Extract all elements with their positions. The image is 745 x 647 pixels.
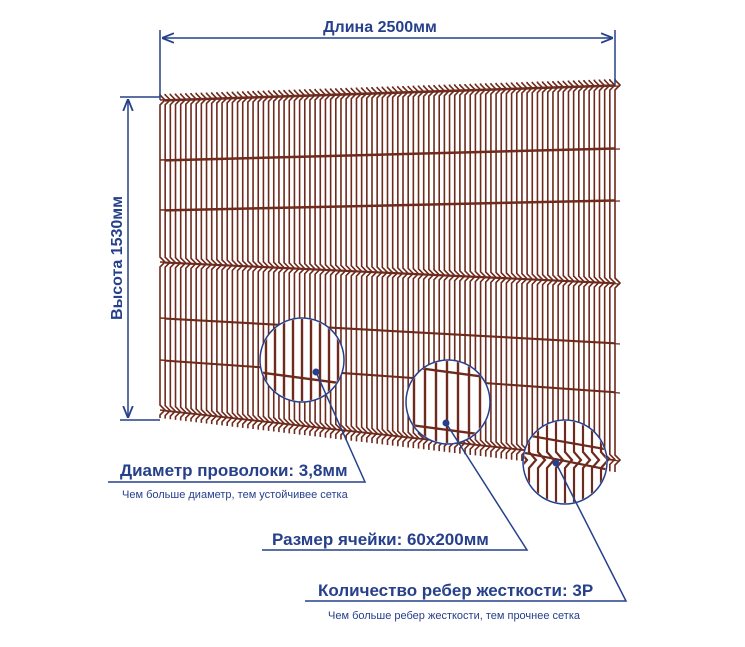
wire: [159, 359, 616, 393]
callout-label: Количество ребер жесткости: 3Р: [318, 581, 593, 600]
wire: [562, 80, 570, 466]
wire: [231, 91, 239, 427]
callout-note: Чем больше диаметр, тем устойчивее сетка: [122, 489, 349, 501]
wire: [164, 318, 621, 345]
wire: [578, 80, 585, 468]
wire: [366, 87, 373, 443]
wire: [583, 80, 591, 469]
wire: [247, 91, 255, 429]
wire: [159, 94, 167, 418]
wire: [226, 91, 234, 426]
callout-label: Размер ячейки: 60х200мм: [272, 530, 489, 549]
wire: [174, 93, 182, 420]
wire: [381, 86, 389, 445]
callout-wire: Диаметр проволоки: 3,8мм Чем больше диам…: [108, 317, 367, 501]
wire: [159, 147, 616, 161]
wire: [524, 432, 606, 452]
wire: [355, 87, 363, 442]
wire: [164, 85, 621, 102]
wire: [609, 79, 616, 472]
wire: [169, 93, 177, 420]
wire: [536, 81, 544, 463]
wire: [386, 86, 394, 445]
wire: [603, 79, 611, 471]
wire: [397, 86, 404, 447]
wire: [179, 93, 187, 421]
wire: [345, 87, 353, 441]
wire: [371, 87, 379, 444]
wire: [185, 93, 192, 422]
wire: [159, 261, 616, 284]
wire: [521, 82, 529, 461]
wire: [159, 199, 616, 211]
height-dimension: Высота 1530мм: [109, 96, 160, 421]
wire: [164, 93, 172, 419]
wire: [524, 421, 529, 503]
wire: [350, 87, 358, 441]
height-label: Высота 1530мм: [109, 196, 126, 320]
wire: [510, 82, 518, 460]
wire: [505, 82, 513, 460]
wire: [340, 88, 348, 440]
wire: [572, 421, 583, 503]
wire: [552, 81, 560, 465]
wire: [581, 421, 592, 503]
wire: [200, 92, 208, 423]
wire: [614, 79, 622, 472]
wire: [572, 80, 580, 468]
wire: [159, 317, 616, 344]
wire: [531, 81, 539, 463]
wire: [159, 84, 616, 101]
wire: [216, 92, 224, 425]
wire: [261, 370, 343, 386]
callout-note: Чем больше ребер жесткости, тем прочнее …: [328, 610, 581, 622]
wire: [195, 92, 203, 423]
wire: [590, 421, 601, 503]
wire: [190, 92, 198, 422]
wire: [524, 450, 606, 472]
wire: [598, 79, 606, 471]
wire: [515, 82, 523, 461]
wire: [164, 148, 621, 162]
callout-cell: Размер ячейки: 60х200мм: [262, 359, 529, 551]
wire: [557, 80, 565, 466]
wire: [567, 80, 575, 467]
wire: [546, 81, 554, 465]
wire: [490, 83, 498, 458]
wire: [257, 90, 265, 430]
wire: [545, 421, 556, 503]
wire: [541, 81, 549, 464]
wire: [205, 92, 213, 424]
wire: [334, 88, 342, 439]
wire: [252, 90, 260, 430]
callout-label: Диаметр проволоки: 3,8мм: [120, 461, 348, 480]
wire: [495, 82, 503, 458]
wire: [164, 360, 621, 394]
wire: [588, 79, 596, 469]
wire: [210, 92, 218, 425]
wire: [221, 91, 229, 426]
wire: [164, 262, 621, 285]
wire: [241, 91, 249, 428]
length-label: Длина 2500мм: [323, 19, 437, 36]
wire: [593, 79, 601, 470]
length-dimension: Длина 2500мм: [159, 19, 616, 100]
wire: [360, 87, 368, 442]
wire: [236, 91, 244, 428]
wire: [500, 82, 508, 459]
wire: [526, 81, 534, 462]
wire: [391, 86, 399, 446]
wire: [164, 200, 621, 212]
callout-ribs: Количество ребер жесткости: 3Р Чем больш…: [305, 419, 628, 622]
fence-panel: [159, 79, 622, 472]
wire: [376, 86, 384, 444]
wire: [536, 421, 547, 503]
